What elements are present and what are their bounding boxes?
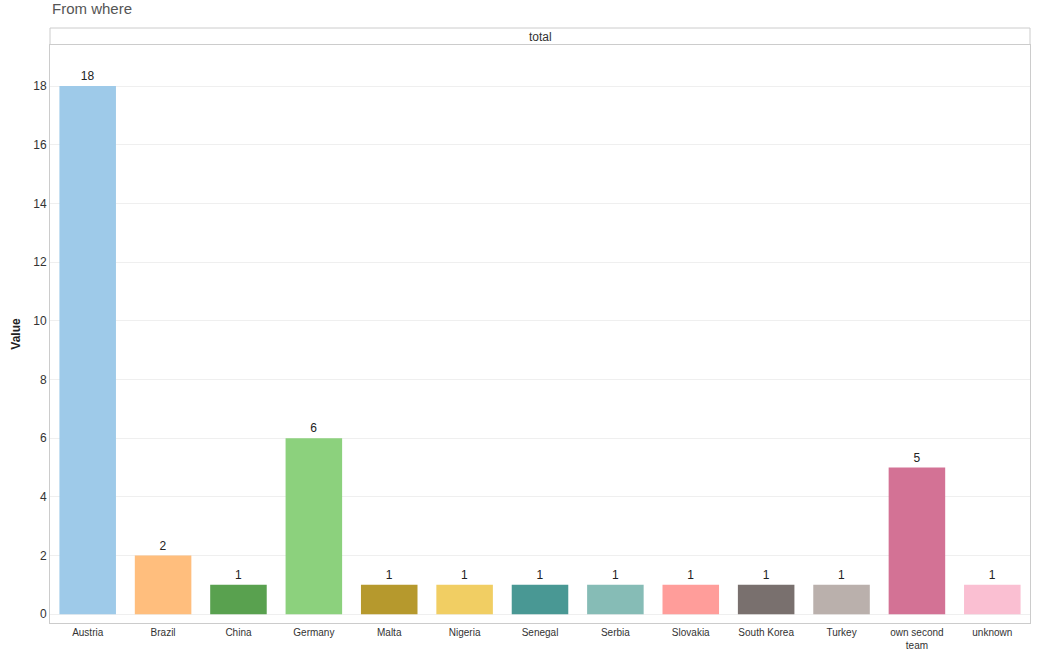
svg-text:1: 1 <box>386 568 393 582</box>
svg-text:8: 8 <box>40 373 47 387</box>
svg-text:4: 4 <box>40 490 47 504</box>
svg-text:Value: Value <box>9 318 23 350</box>
svg-text:South Korea: South Korea <box>738 627 794 638</box>
svg-text:Austria: Austria <box>72 627 104 638</box>
svg-text:unknown: unknown <box>972 627 1012 638</box>
svg-text:Serbia: Serbia <box>601 627 630 638</box>
svg-text:10: 10 <box>33 314 47 328</box>
svg-text:5: 5 <box>913 451 920 465</box>
svg-text:2: 2 <box>160 539 167 553</box>
svg-text:2: 2 <box>40 549 47 563</box>
svg-text:Malta: Malta <box>377 627 402 638</box>
svg-text:own secondteam: own secondteam <box>890 627 943 651</box>
svg-text:1: 1 <box>763 568 770 582</box>
svg-text:China: China <box>225 627 252 638</box>
svg-text:1: 1 <box>838 568 845 582</box>
svg-text:From where: From where <box>52 0 132 17</box>
svg-text:Germany: Germany <box>293 627 334 638</box>
svg-text:1: 1 <box>612 568 619 582</box>
svg-text:1: 1 <box>235 568 242 582</box>
svg-text:1: 1 <box>687 568 694 582</box>
svg-text:Turkey: Turkey <box>826 627 856 638</box>
svg-text:14: 14 <box>33 197 47 211</box>
svg-text:6: 6 <box>40 431 47 445</box>
svg-text:1: 1 <box>461 568 468 582</box>
svg-text:Senegal: Senegal <box>522 627 559 638</box>
svg-text:1: 1 <box>989 568 996 582</box>
svg-text:6: 6 <box>310 421 317 435</box>
svg-text:0: 0 <box>40 607 47 621</box>
svg-text:18: 18 <box>33 79 47 93</box>
svg-text:18: 18 <box>81 69 95 83</box>
svg-text:16: 16 <box>33 138 47 152</box>
svg-text:Brazil: Brazil <box>151 627 176 638</box>
svg-text:Nigeria: Nigeria <box>449 627 481 638</box>
svg-text:12: 12 <box>33 255 47 269</box>
svg-text:1: 1 <box>537 568 544 582</box>
svg-text:Slovakia: Slovakia <box>672 627 710 638</box>
svg-text:total: total <box>529 30 552 44</box>
